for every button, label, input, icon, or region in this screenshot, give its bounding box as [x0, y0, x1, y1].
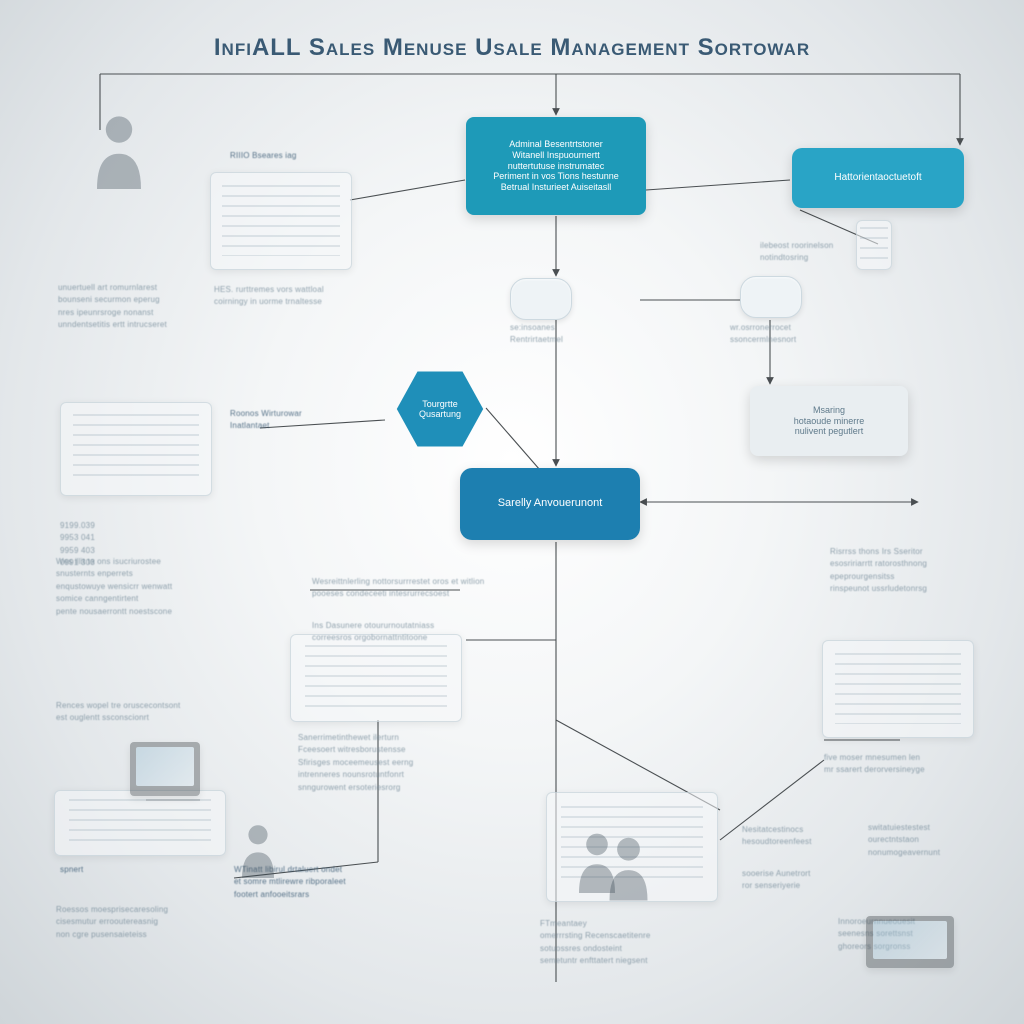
caption-t_right1: Risrrss thons Irs Sseritor esosririarrtt…	[830, 546, 1000, 596]
flow-node-n_top_teal: Adminal Besentrtstoner Witanell Inspuour…	[466, 117, 646, 215]
flow-node-n_right_mid: Msaring hotaoude minerre nulivent pegutl…	[750, 386, 908, 456]
badge-b1	[510, 278, 572, 320]
caption-t_left1: unuertuell art romurnlarest bounseni sec…	[58, 282, 198, 332]
screenshot-panel-p6	[822, 640, 974, 738]
screenshot-panel-p3	[290, 634, 462, 722]
caption-t_right3: Nesitatcestinocs hesoudtoreenfeest	[742, 824, 852, 849]
caption-t_left4: Wes illit te ons isucriurostee snusternt…	[56, 556, 236, 618]
screenshot-panel-p2	[60, 402, 212, 496]
caption-t_right2: five moser mnesumen len mr ssarert deror…	[824, 752, 994, 777]
flow-node-n_center: Sarelly Anvouerunont	[460, 468, 640, 540]
caption-t_left3: Roonos Wirturowar Inatlantaet	[230, 408, 380, 433]
caption-t_top_small: RIIIO Bseares iag	[230, 150, 350, 162]
screenshot-panel-p1	[210, 172, 352, 270]
monitor-icon	[866, 916, 954, 968]
caption-t_mid5: FTmeantaey omerrrsting Recenscaetitenre …	[540, 918, 760, 968]
caption-t_right4: sooerise Aunetrort ror senseriyerie	[742, 868, 872, 893]
screenshot-panel-p4	[54, 790, 226, 856]
edge	[350, 180, 465, 200]
caption-t_mid3: Sanerrimetinthewet ilerturn Fceesoert wi…	[298, 732, 508, 794]
caption-t_left6: spnert	[60, 864, 120, 876]
caption-t_mid2: Ins Dasunere otoururnoutatniass correesr…	[312, 620, 572, 645]
caption-t_right_top: ilebeost roorinelson notindtosring	[760, 240, 870, 265]
diagram-title: InfiALL Sales Menuse Usale Management So…	[0, 34, 1024, 62]
person-icon	[600, 834, 657, 901]
person-icon	[234, 822, 282, 878]
caption-t_mid_small2: wr.osrronerrocet ssoncermlnesnort	[730, 322, 850, 347]
person-icon	[86, 112, 152, 189]
flow-node-n_right_teal: Hattorientaoctuetoft	[792, 148, 964, 208]
caption-t_left7: Roessos moesprisecaresoling cisesmutur e…	[56, 904, 246, 941]
caption-t_left2: HES. rurttremes vors wattloal coirningy …	[214, 284, 364, 309]
edge	[486, 408, 540, 470]
caption-t_right5: switatuiestestest ourectntstaon nonumoge…	[868, 822, 1008, 859]
caption-t_mid_small1: se:insoanes Rentrirtaetmel	[510, 322, 610, 347]
caption-t_mid1: Wesreittnlerling nottorsurrrestet oros e…	[312, 576, 572, 601]
badge-b2	[740, 276, 802, 318]
edge	[646, 180, 790, 190]
flow-node-n_hex: Tourgrtte Qusartung	[395, 370, 485, 448]
monitor-icon	[130, 742, 200, 796]
caption-t_left5: Rences wopel tre oruscecontsont est ougl…	[56, 700, 236, 725]
